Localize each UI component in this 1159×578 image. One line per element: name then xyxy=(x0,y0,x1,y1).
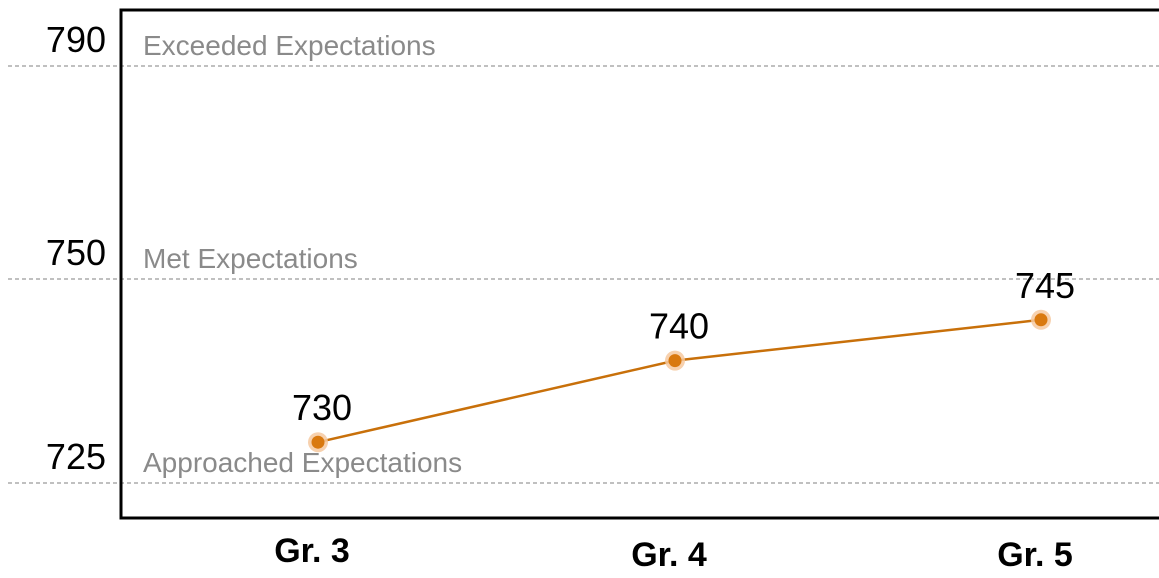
x-tick-label-3: Gr. 5 xyxy=(997,536,1073,574)
data-label-3: 745 xyxy=(1015,265,1075,306)
band-label-725: Approached Expectations xyxy=(143,447,462,478)
band-label-750: Met Expectations xyxy=(143,243,358,274)
y-tick-label-725: 725 xyxy=(46,436,106,477)
reference-lines xyxy=(8,65,1159,484)
data-label-1: 730 xyxy=(292,387,352,428)
data-point-3 xyxy=(1034,313,1048,327)
data-label-2: 740 xyxy=(649,306,709,347)
data-point-2 xyxy=(668,354,682,368)
y-tick-label-790: 790 xyxy=(46,19,106,60)
data-points xyxy=(308,309,1051,453)
y-axis-tick-labels: 790 750 725 xyxy=(46,19,106,477)
x-tick-label-1: Gr. 3 xyxy=(274,532,350,570)
x-tick-label-2: Gr. 4 xyxy=(631,536,707,574)
band-labels: Exceeded Expectations Met Expectations App… xyxy=(143,30,462,478)
plot-frame xyxy=(119,8,1159,520)
band-label-790: Exceeded Expectations xyxy=(143,30,436,61)
y-tick-label-750: 750 xyxy=(46,232,106,273)
data-label-group: 730 740 745 xyxy=(292,265,1075,428)
x-axis-tick-labels: Gr. 3 Gr. 4 Gr. 5 xyxy=(274,532,1073,574)
data-point-1 xyxy=(311,435,325,449)
